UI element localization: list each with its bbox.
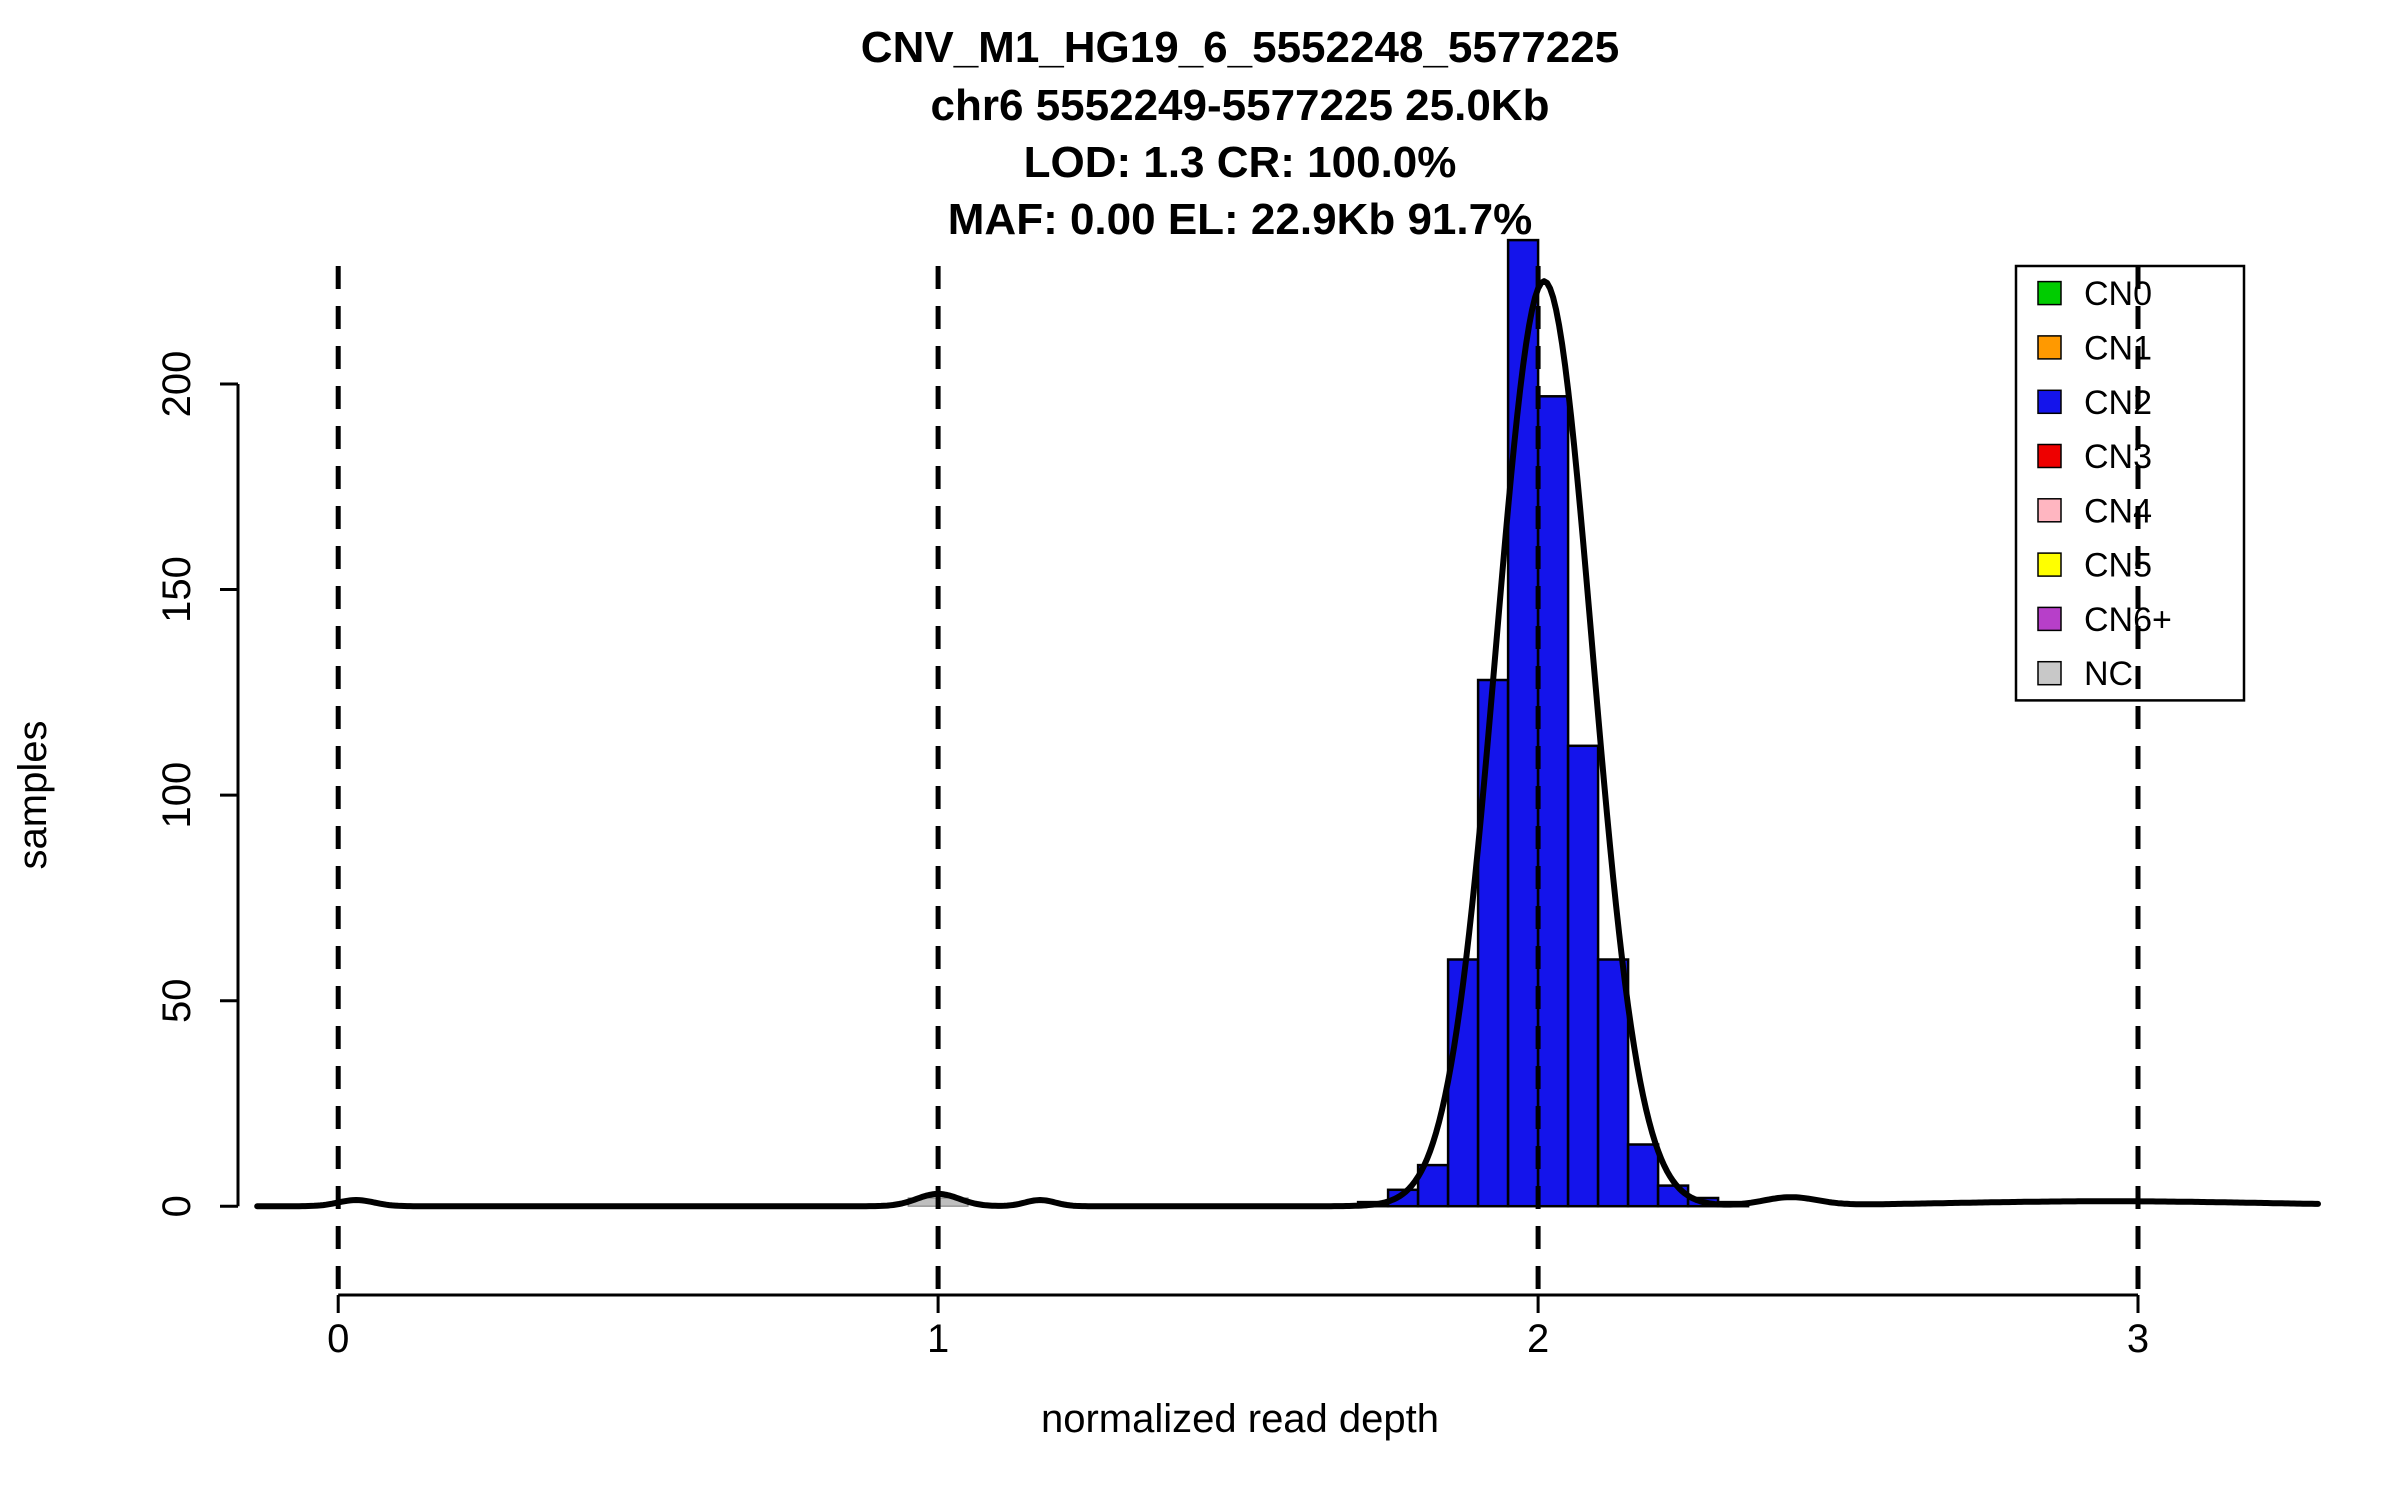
x-tick-label: 2 <box>1527 1317 1549 1361</box>
legend-label-cn1: CN1 <box>2084 329 2152 367</box>
legend-label-cn0: CN0 <box>2084 275 2152 313</box>
x-tick-label: 1 <box>927 1317 949 1361</box>
x-tick-label: 3 <box>2127 1317 2149 1361</box>
x-tick-label: 0 <box>327 1317 349 1361</box>
y-tick-label: 150 <box>155 556 199 623</box>
legend-layer: CN0 CN1 CN2 CN3 CN4 CN5 CN6+ NC <box>2014 264 2246 702</box>
legend-label-cn5: CN5 <box>2084 547 2152 585</box>
fit-curve <box>254 278 2321 1210</box>
y-axis-label: samples <box>11 721 55 870</box>
curve-layer <box>254 278 2321 1210</box>
legend-swatch-cn0 <box>2037 280 2062 306</box>
x-axis-label: normalized read depth <box>1041 1397 1439 1441</box>
histogram-bar <box>1626 1143 1660 1208</box>
axes-layer: 0 50 100 150 200 0 1 2 3 <box>155 351 2149 1361</box>
legend-label-nc: NC <box>2084 655 2133 693</box>
vlines-layer <box>335 266 2141 1295</box>
plot-title-line-4: MAF: 0.00 EL: 22.9Kb 91.7% <box>948 195 1532 244</box>
legend-swatch-cn4 <box>2037 498 2062 523</box>
y-tick-label: 200 <box>155 351 199 418</box>
histogram-bar <box>1596 958 1630 1208</box>
y-tick-label: 50 <box>155 978 199 1023</box>
y-tick-label: 0 <box>155 1195 199 1217</box>
legend-swatch-cn1 <box>2037 335 2062 360</box>
histogram-bar <box>1566 744 1600 1208</box>
legend-label-cn4: CN4 <box>2084 492 2152 530</box>
plot-title-line-2: chr6 5552249-5577225 25.0Kb <box>931 81 1550 130</box>
plot-title-line-3: LOD: 1.3 CR: 100.0% <box>1024 138 1457 187</box>
legend-swatch-nc <box>2037 660 2062 686</box>
legend-swatch-cn2 <box>2037 389 2062 415</box>
legend-swatch-cn6+ <box>2037 606 2062 632</box>
legend-label-cn6+: CN6+ <box>2084 601 2172 639</box>
legend-box <box>2014 264 2246 702</box>
histogram-layer <box>907 238 1750 1208</box>
y-tick-label: 100 <box>155 762 199 829</box>
legend-label-cn3: CN3 <box>2084 438 2152 476</box>
histogram-bar <box>1536 395 1570 1208</box>
legend-swatch-cn3 <box>2037 443 2062 469</box>
legend-swatch-cn5 <box>2037 552 2062 577</box>
histogram-bar <box>1416 1163 1450 1208</box>
histogram-bar <box>1476 678 1510 1208</box>
plot-title-line-1: CNV_M1_HG19_6_5552248_5577225 <box>861 23 1619 72</box>
legend-label-cn2: CN2 <box>2084 384 2152 422</box>
